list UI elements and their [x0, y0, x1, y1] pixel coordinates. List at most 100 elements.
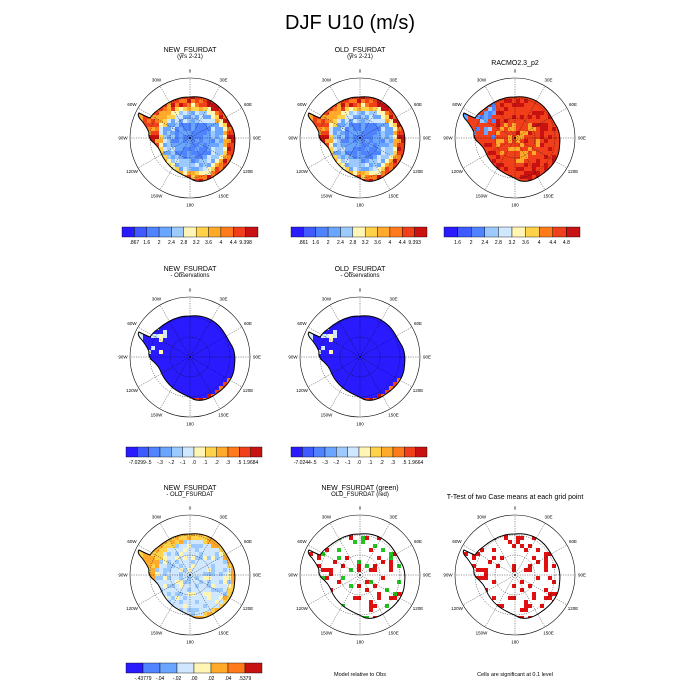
- colorbar-label: .1: [203, 460, 207, 466]
- longitude-label: 150E: [543, 194, 554, 199]
- longitude-label: 60W: [127, 102, 137, 107]
- colorbar-swatch: [404, 446, 416, 458]
- longitude-label: 90E: [423, 136, 431, 141]
- map-panel-ttest: 0 30E 60E 90E 120E 150E 180 150W 120W 90W 60W 30W: [443, 506, 586, 645]
- longitude-label: 60W: [297, 539, 307, 544]
- map-panel-relative-to-obs: 0 30E 60E 90E 120E 150E 180 150W 120W 90W 60W 30W: [288, 506, 431, 645]
- longitude-label: 90E: [253, 573, 261, 578]
- longitude-label: 180: [356, 640, 364, 645]
- colorbar-swatch: [250, 446, 263, 458]
- colorbar-racmo: 1.6 2 2.4 2.8 3.2 3.6 4 4.4 4.8: [443, 226, 581, 246]
- longitude-label: 180: [511, 203, 519, 208]
- colorbar-label: 1.9684: [243, 460, 259, 466]
- panel-subtitle-years: (yrs 2-21): [347, 54, 373, 60]
- colorbar-swatch: [125, 446, 138, 458]
- colorbar-label: 2.8: [349, 240, 356, 246]
- map-panel-old-minus-obs: 0 30E 60E 90E 120E 150E 180 150W 120W 90W 60W 30W: [288, 288, 431, 427]
- colorbar-swatch: [303, 226, 316, 238]
- colorbar-label: .04: [225, 676, 232, 682]
- longitude-label: 150W: [151, 631, 164, 636]
- longitude-label: 90W: [118, 136, 128, 141]
- longitude-label: 60E: [244, 539, 252, 544]
- longitude-label: 60W: [297, 321, 307, 326]
- colorbar-swatch: [208, 226, 222, 238]
- colorbar-label: -7.0299: [129, 460, 146, 466]
- colorbar-new-minus-obs: -7.0299 -.5 -.3 -.2 -.1 .0 .1 .2 .3 .5 1.9684: [125, 446, 263, 466]
- colorbar-swatch: [552, 226, 567, 238]
- longitude-label: 30W: [152, 514, 162, 519]
- colorbar-label: 2.8: [180, 240, 187, 246]
- longitude-label: 30E: [389, 77, 397, 82]
- colorbar-new-fsurdat: .867 1.6 2 2.4 2.8 3.2 3.6 4 4.4 9.398: [121, 226, 259, 246]
- colorbar-swatch: [290, 226, 304, 238]
- colorbar-label: 4: [389, 240, 392, 246]
- colorbar-swatch: [205, 446, 217, 458]
- colorbar-label: 2: [158, 240, 161, 246]
- longitude-label: 180: [186, 422, 194, 427]
- colorbar-swatch: [244, 662, 263, 674]
- colorbar-swatch: [137, 446, 149, 458]
- figure-title: DJF U10 (m/s): [285, 12, 415, 34]
- longitude-label: 120W: [126, 388, 139, 393]
- longitude-label: 90E: [423, 355, 431, 360]
- longitude-label: 0: [189, 288, 192, 293]
- colorbar-swatch: [336, 446, 348, 458]
- longitude-label: 30W: [322, 514, 332, 519]
- longitude-label: 30E: [544, 77, 552, 82]
- panel-title-old-bias: OLD_FSURDAT: [334, 266, 386, 273]
- longitude-label: 60W: [127, 321, 137, 326]
- longitude-label: 120E: [413, 169, 424, 174]
- colorbar-swatch: [392, 446, 405, 458]
- longitude-label: 0: [514, 506, 517, 511]
- longitude-label: 150E: [388, 631, 399, 636]
- longitude-label: 120W: [451, 169, 464, 174]
- longitude-label: 0: [189, 506, 192, 511]
- longitude-label: 30E: [389, 296, 397, 301]
- colorbar-label: -.1: [345, 460, 351, 466]
- colorbar-swatch: [415, 446, 428, 458]
- colorbar-swatch: [313, 446, 326, 458]
- colorbar-label: .02: [208, 676, 215, 682]
- colorbar-swatch: [457, 226, 472, 238]
- colorbar-old-fsurdat: .861 1.6 2 2.4 2.8 3.2 3.6 4 4.4 9.393: [290, 226, 428, 246]
- colorbar-swatch: [358, 446, 371, 458]
- colorbar-swatch: [227, 662, 246, 674]
- longitude-label: 180: [356, 203, 364, 208]
- colorbar-label: 3.2: [509, 240, 516, 246]
- panel-title-racmo: RACMO2.3_p2: [491, 60, 539, 67]
- panel-title-new-minus-old: NEW_FSURDAT: [163, 485, 217, 492]
- longitude-label: 120E: [413, 606, 424, 611]
- map-panel-new-minus-old: 0 30E 60E 90E 120E 150E 180 150W 120W 90W 60W 30W: [118, 506, 261, 645]
- map-panel-new-fsurdat: 0 30E 60E 90E 120E 150E 180 150W 120W 90W 60W 30W: [118, 69, 261, 208]
- colorbar-swatch: [471, 226, 486, 238]
- colorbar-label: .0: [357, 460, 361, 466]
- colorbar-swatch: [121, 226, 135, 238]
- colorbar-label: 2.4: [337, 240, 344, 246]
- longitude-label: 150E: [218, 631, 229, 636]
- longitude-label: 30W: [152, 77, 162, 82]
- colorbar-swatch: [216, 446, 229, 458]
- map-panel-new-minus-obs: 0 30E 60E 90E 120E 150E 180 150W 120W 90W 60W 30W: [118, 288, 261, 427]
- colorbar-swatch: [210, 662, 229, 674]
- colorbar-label: 4: [538, 240, 541, 246]
- longitude-label: 60E: [414, 102, 422, 107]
- panel-subtitle-observations: - Observations: [340, 273, 380, 279]
- colorbar-swatch: [302, 446, 314, 458]
- colorbar-label: .3: [391, 460, 395, 466]
- colorbar-label: 2: [470, 240, 473, 246]
- longitude-label: 120W: [296, 606, 309, 611]
- colorbar-old-minus-obs: -7.0244 -.5 -.3 -.2 -.1 .0 .1 .2 .3 .5 1.9664: [290, 446, 428, 466]
- colorbar-label: -.2: [333, 460, 339, 466]
- longitude-label: 150W: [321, 631, 334, 636]
- colorbar-swatch: [158, 226, 172, 238]
- longitude-label: 60W: [127, 539, 137, 544]
- note-model-relative: Model relative to Obs: [334, 672, 386, 678]
- colorbar-swatch: [566, 226, 581, 238]
- longitude-label: 120W: [296, 169, 309, 174]
- longitude-label: 150W: [476, 194, 489, 199]
- colorbar-label: -.5: [146, 460, 152, 466]
- colorbar-swatch: [381, 446, 394, 458]
- longitude-label: 150E: [543, 631, 554, 636]
- longitude-label: 180: [356, 422, 364, 427]
- colorbar-swatch: [182, 446, 195, 458]
